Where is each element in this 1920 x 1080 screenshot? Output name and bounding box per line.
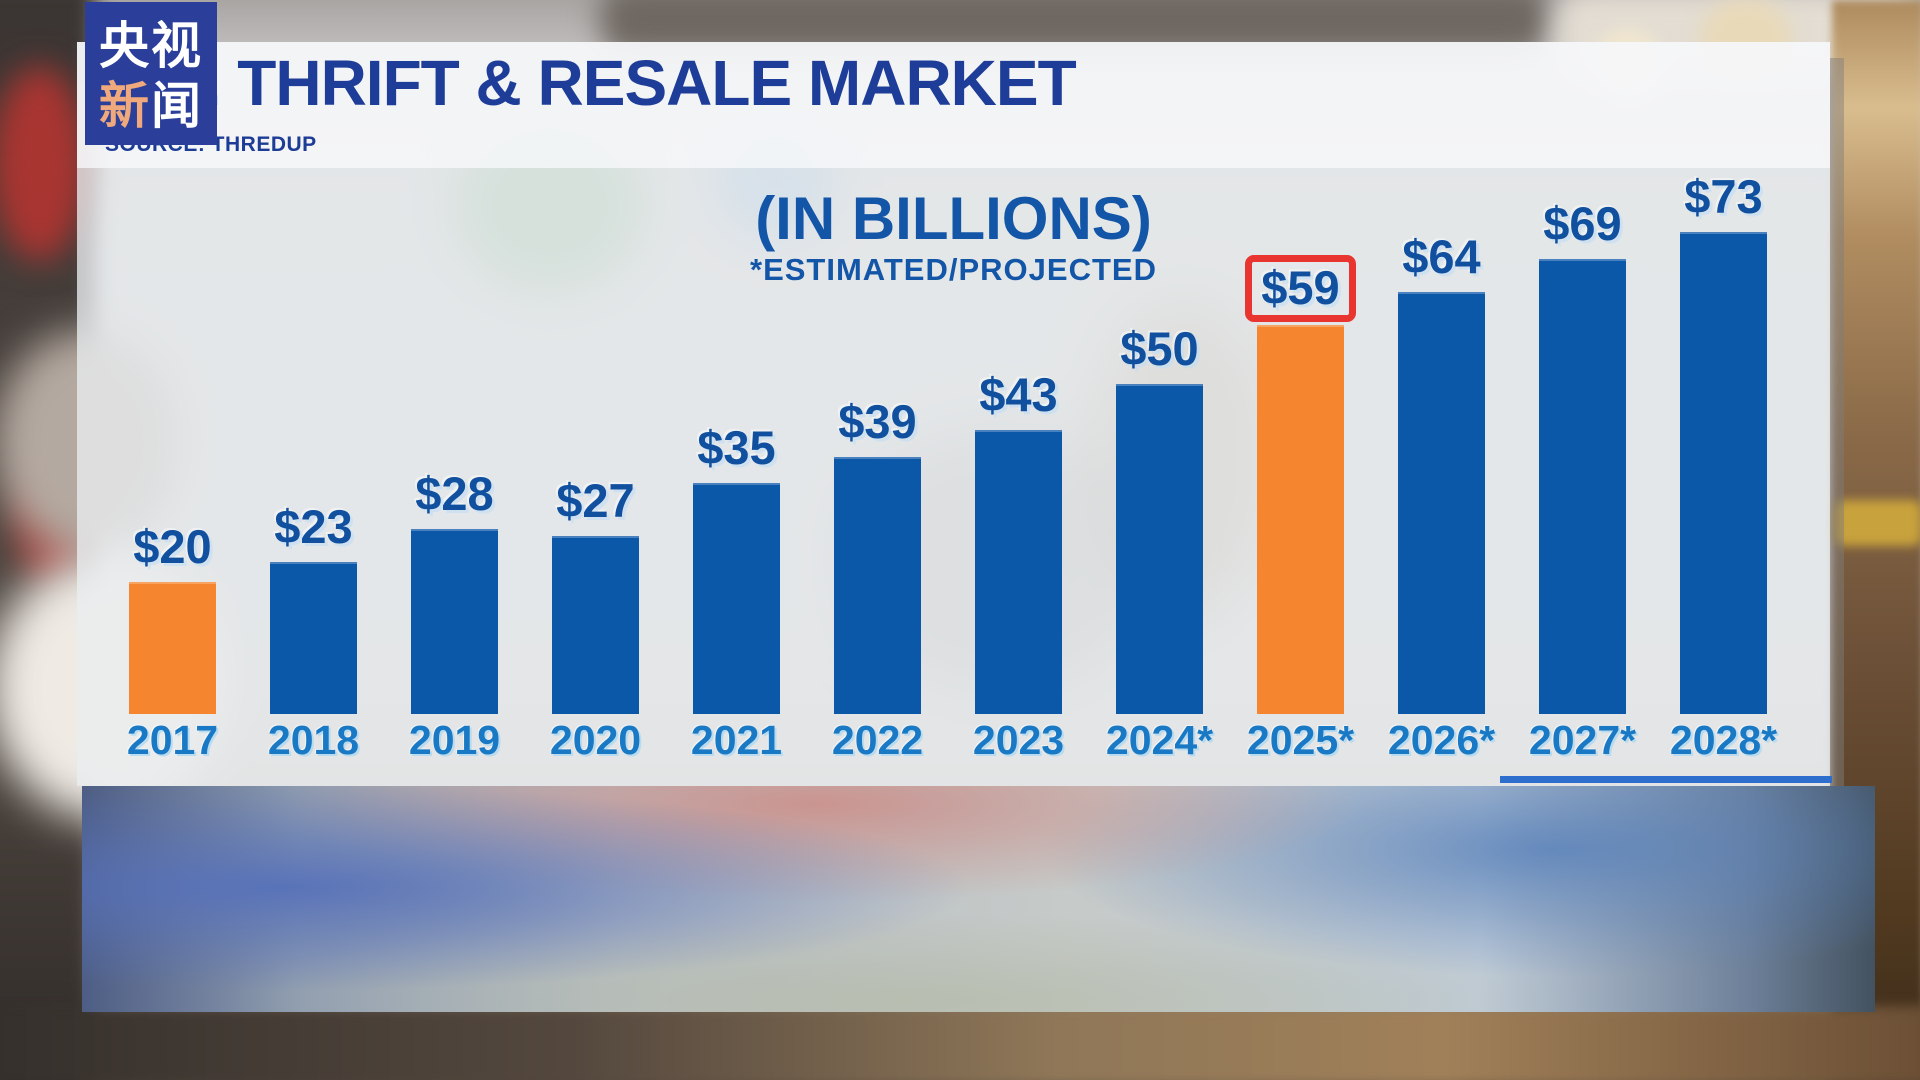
panel-shadow-edge bbox=[1830, 58, 1844, 806]
background-clothes-rail bbox=[1834, 500, 1920, 546]
year-label-2022: 2022 bbox=[831, 717, 924, 763]
year-label-2023: 2023 bbox=[972, 717, 1065, 763]
chart-column-2027: $69 2027* bbox=[1512, 197, 1653, 766]
ticker-accent-line bbox=[1500, 776, 1832, 783]
chart-column-2022: $39 2022 bbox=[807, 395, 948, 766]
value-label-2027: $69 bbox=[1543, 197, 1622, 251]
chart-column-2024: $50 2024* bbox=[1089, 322, 1230, 766]
chart-column-2025: $59 2025* bbox=[1230, 255, 1371, 766]
year-label-2021: 2021 bbox=[690, 717, 783, 763]
bar-2022 bbox=[834, 457, 921, 714]
year-label-2025: 2025* bbox=[1246, 717, 1355, 763]
chart-column-2018: $23 2018 bbox=[243, 500, 384, 766]
logo-line-2: 新闻 bbox=[99, 76, 203, 136]
chart-column-2023: $43 2023 bbox=[948, 368, 1089, 766]
bar-2027 bbox=[1539, 259, 1626, 714]
year-label-2018: 2018 bbox=[267, 717, 360, 763]
bar-2026 bbox=[1398, 292, 1485, 714]
bar-2028 bbox=[1680, 232, 1767, 714]
value-label-2022: $39 bbox=[838, 395, 917, 449]
logo-char-xin: 新 bbox=[99, 77, 151, 134]
title-band bbox=[77, 42, 1830, 168]
value-label-2021: $35 bbox=[697, 421, 776, 475]
bar-2019 bbox=[411, 529, 498, 714]
year-label-2020: 2020 bbox=[549, 717, 642, 763]
bar-2023 bbox=[975, 430, 1062, 714]
bar-2020 bbox=[552, 536, 639, 714]
background-red-clothing bbox=[0, 66, 87, 261]
highlight-box: $59 bbox=[1245, 255, 1356, 322]
bar-2024 bbox=[1116, 384, 1203, 714]
bar-2021 bbox=[693, 483, 780, 714]
bar-2025 bbox=[1257, 325, 1344, 714]
blurred-lower-third-banner bbox=[82, 786, 1875, 1012]
year-label-2028: 2028* bbox=[1669, 717, 1778, 763]
year-label-2019: 2019 bbox=[408, 717, 501, 763]
year-label-2026: 2026* bbox=[1387, 717, 1496, 763]
value-label-2028: $73 bbox=[1684, 170, 1763, 224]
page-title: U.S. THRIFT & RESALE MARKET bbox=[100, 47, 1077, 119]
bar-2018 bbox=[270, 562, 357, 714]
value-label-2019: $28 bbox=[415, 467, 494, 521]
value-label-2018: $23 bbox=[274, 500, 353, 554]
chart-column-2020: $27 2020 bbox=[525, 474, 666, 766]
chart-column-2026: $64 2026* bbox=[1371, 230, 1512, 766]
chart-column-2017: $20 2017 bbox=[102, 520, 243, 766]
cctv-news-logo: 央视 新闻 bbox=[85, 2, 217, 145]
chart-column-2028: $73 2028* bbox=[1653, 170, 1794, 766]
value-label-2024: $50 bbox=[1120, 322, 1199, 376]
value-label-2020: $27 bbox=[556, 474, 635, 528]
value-label-2017: $20 bbox=[133, 520, 212, 574]
year-label-2027: 2027* bbox=[1528, 717, 1637, 763]
bar-chart: $20 2017 $23 2018 $28 2019 $27 2020 $35 2021 $39 20… bbox=[102, 170, 1794, 766]
logo-char-wen: 闻 bbox=[151, 77, 203, 134]
chart-subtitle: *ESTIMATED/PROJECTED bbox=[750, 252, 1157, 287]
bar-2017 bbox=[129, 582, 216, 714]
value-label-2026: $64 bbox=[1402, 230, 1481, 284]
year-label-2017: 2017 bbox=[126, 717, 219, 763]
chart-column-2019: $28 2019 bbox=[384, 467, 525, 766]
background-floor bbox=[0, 1006, 1920, 1080]
chart-panel bbox=[77, 168, 1830, 786]
value-label-2023: $43 bbox=[979, 368, 1058, 422]
logo-line-1: 央视 bbox=[99, 17, 203, 74]
year-label-2024: 2024* bbox=[1105, 717, 1214, 763]
chart-title: (IN BILLIONS) bbox=[755, 185, 1152, 252]
value-label-2025: $59 bbox=[1261, 261, 1340, 315]
chart-column-2021: $35 2021 bbox=[666, 421, 807, 766]
